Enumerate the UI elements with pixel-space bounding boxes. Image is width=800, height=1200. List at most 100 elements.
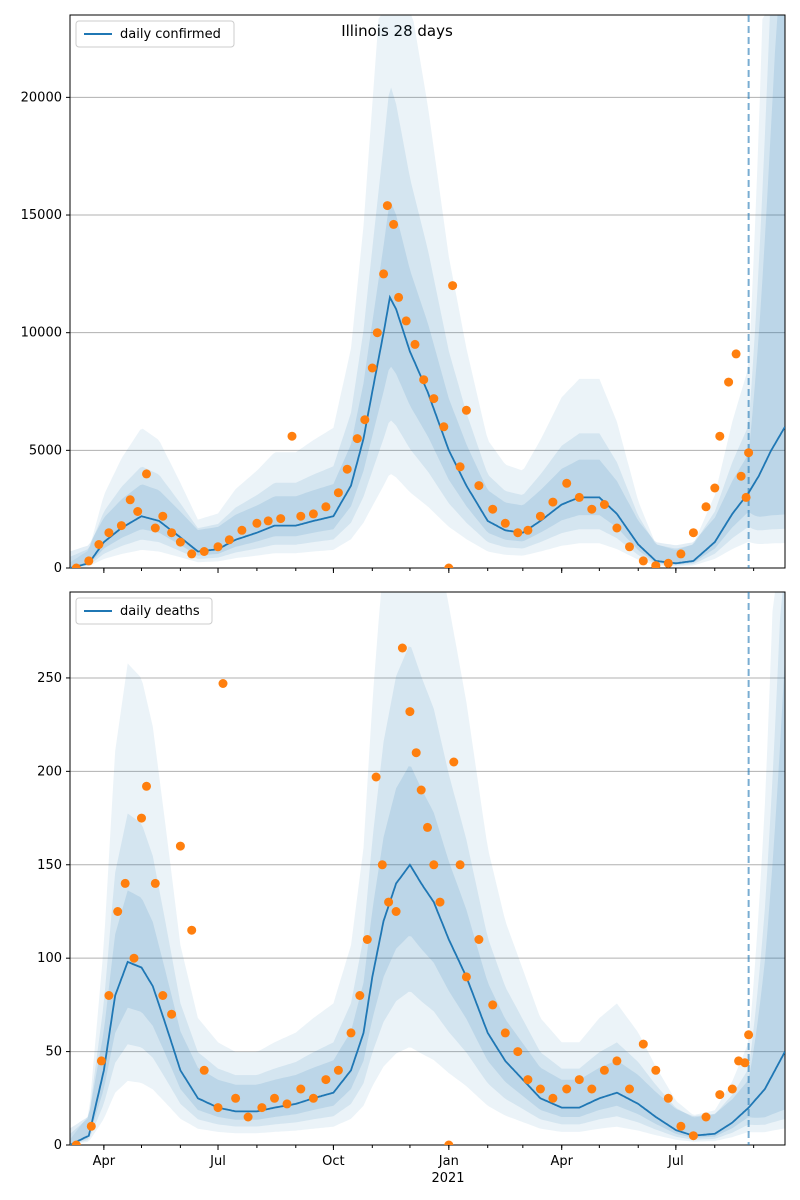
data-point [599, 500, 609, 509]
data-point [296, 1084, 306, 1094]
data-point [133, 507, 143, 516]
data-point [342, 464, 352, 474]
y-tick-label: 200 [37, 764, 62, 779]
y-tick-label: 150 [37, 858, 62, 873]
data-point [449, 757, 459, 767]
data-point [638, 556, 648, 566]
legend-label: daily deaths [120, 604, 200, 619]
data-point [599, 1065, 609, 1075]
data-point [237, 525, 247, 535]
data-point [741, 492, 751, 502]
data-point [333, 488, 343, 498]
data-point [474, 481, 484, 491]
data-point [411, 748, 421, 758]
series-line [70, 863, 785, 1145]
data-point [461, 405, 471, 415]
data-point [199, 547, 209, 556]
data-point [187, 925, 197, 935]
data-point [113, 907, 123, 916]
data-point [389, 219, 399, 229]
data-point [663, 558, 673, 568]
data-point [500, 518, 510, 528]
data-point [346, 1028, 356, 1038]
data-point [701, 1112, 711, 1122]
data-point [391, 907, 401, 916]
data-point [500, 1028, 510, 1038]
data-point [715, 431, 725, 441]
uncertainty-band [70, 15, 785, 568]
data-point [362, 935, 372, 944]
data-point [104, 528, 114, 538]
data-point [416, 785, 426, 795]
data-point [444, 563, 454, 568]
series-line-group [70, 863, 785, 1145]
data-point [129, 953, 139, 963]
data-point [252, 518, 262, 528]
data-point [213, 542, 223, 552]
data-point [321, 502, 331, 512]
data-point [355, 991, 365, 1000]
y-tick-label: 250 [37, 671, 62, 686]
data-point [488, 504, 498, 514]
data-point [372, 328, 382, 338]
data-point [574, 492, 584, 502]
data-point [419, 375, 429, 385]
data-point [257, 1103, 267, 1113]
data-point [625, 1084, 634, 1094]
data-point [199, 1065, 209, 1075]
y-tick-label: 0 [54, 1138, 62, 1153]
data-point [116, 521, 126, 531]
data-point [548, 497, 558, 507]
legend-label: daily confirmed [120, 27, 221, 42]
uncertainty-bands [70, 15, 785, 568]
data-point [167, 528, 177, 538]
data-point [562, 478, 572, 488]
data-point [724, 377, 734, 387]
data-point [296, 511, 306, 521]
y-tick-label: 0 [54, 561, 62, 576]
uncertainty-band [70, 592, 785, 1145]
data-point [394, 292, 404, 302]
uncertainty-bands [70, 592, 785, 1145]
data-point [175, 841, 185, 851]
data-point [587, 1084, 597, 1094]
observed-points [71, 201, 754, 568]
data-point [120, 878, 130, 888]
uncertainty-band [70, 15, 785, 568]
data-point [321, 1075, 331, 1085]
data-point [96, 1056, 106, 1066]
legend-box [75, 597, 213, 625]
x-tick-label: Jul [667, 1154, 684, 1169]
data-point [308, 509, 318, 519]
data-point [158, 511, 168, 521]
x-year-label: 2021 [431, 1171, 464, 1186]
data-point [352, 434, 362, 444]
data-point [731, 349, 741, 359]
data-point [333, 1065, 343, 1075]
data-point [455, 860, 465, 870]
data-point [263, 516, 273, 526]
data-point [282, 1099, 292, 1109]
data-point [384, 897, 394, 907]
data-point [231, 1093, 241, 1103]
y-tick-label: 5000 [29, 443, 62, 458]
y-tick-label: 15000 [21, 208, 62, 223]
data-point [535, 1084, 545, 1094]
data-point [137, 813, 146, 823]
data-point [676, 1121, 686, 1131]
observed-points [71, 643, 754, 1145]
data-point [243, 1112, 253, 1122]
x-tick-label: Apr [550, 1154, 573, 1169]
data-point [371, 772, 381, 782]
data-point [84, 556, 94, 566]
data-point [535, 511, 545, 521]
y-tick-label: 50 [45, 1045, 62, 1060]
data-point [150, 523, 160, 533]
data-point [423, 822, 432, 832]
panel-daily-deaths: 0 50 100 150 200 250 Apr Jul Oct Jan Apr Jul [37, 591, 786, 1169]
data-point [612, 523, 622, 533]
data-point [448, 281, 458, 291]
data-point [360, 415, 370, 425]
data-point [523, 525, 533, 535]
data-point [224, 535, 234, 545]
